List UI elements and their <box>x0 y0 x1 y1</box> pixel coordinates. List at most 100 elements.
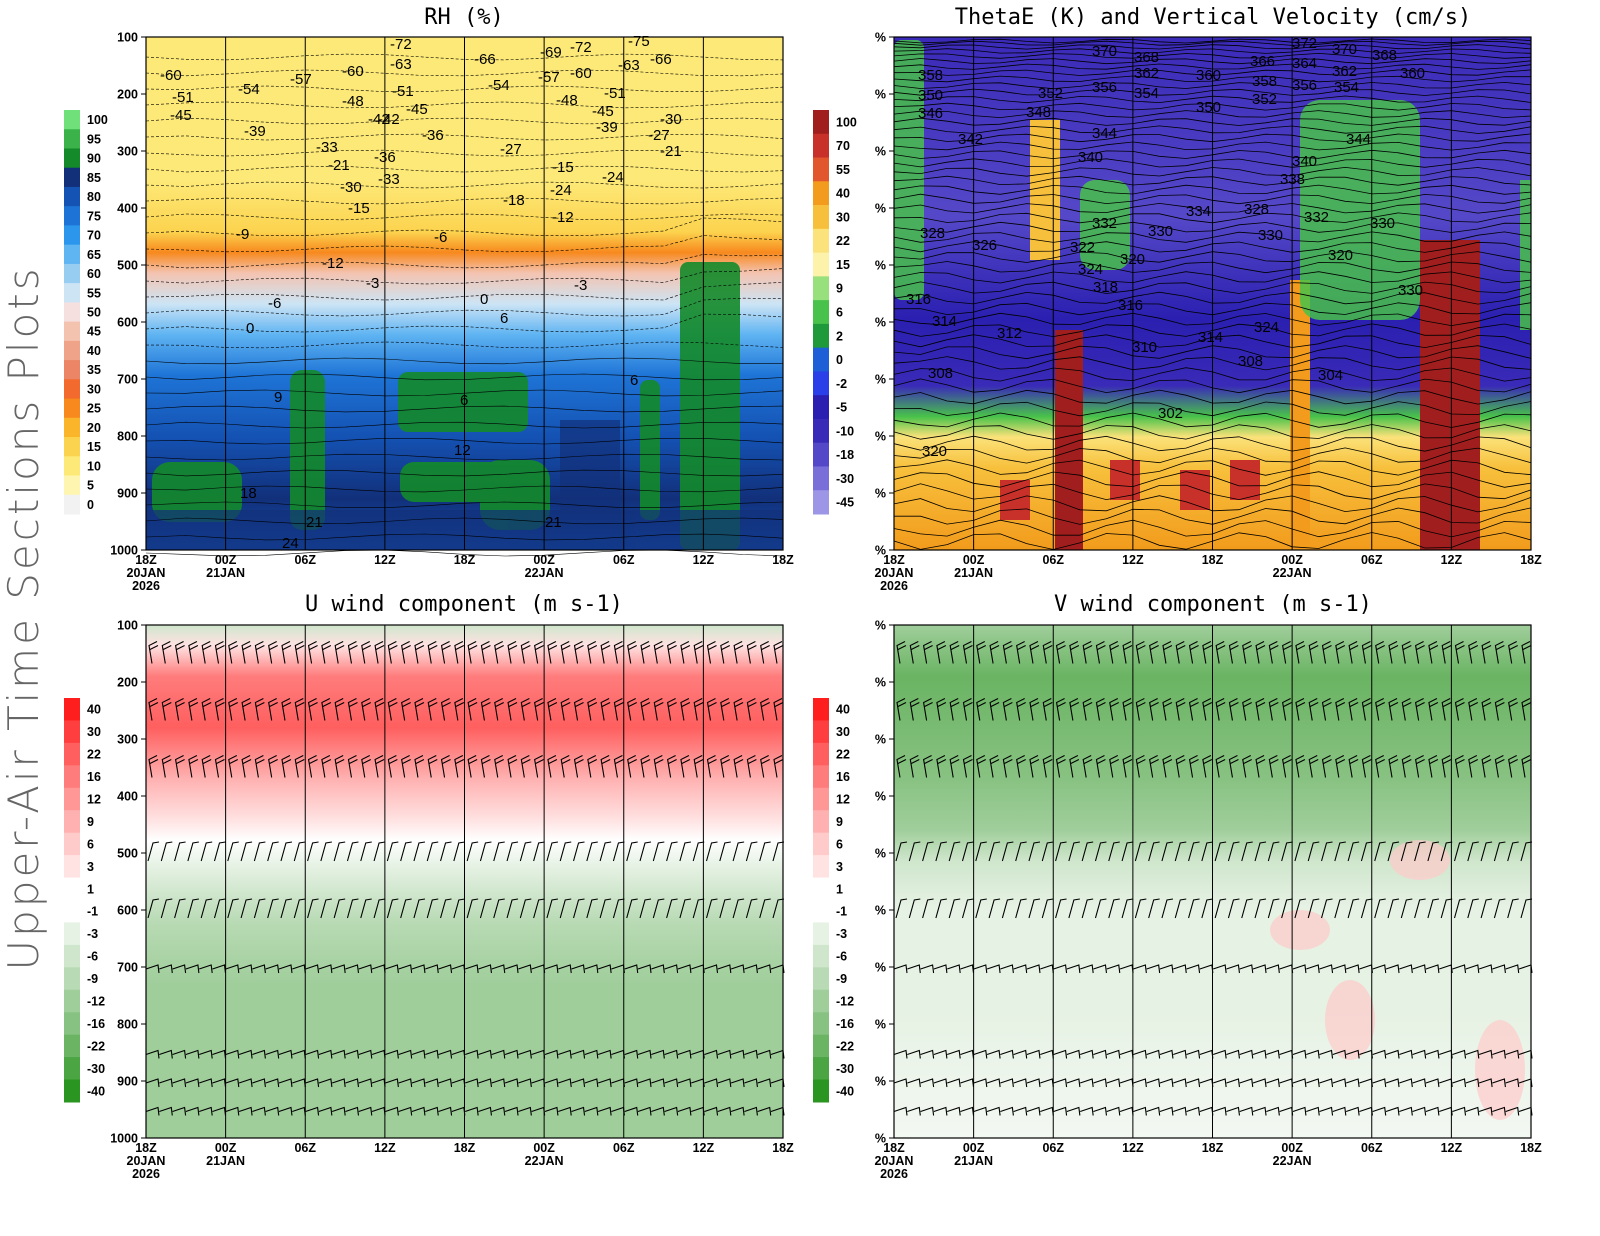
x-date-label: 20JAN <box>127 1154 166 1168</box>
colorbar-swatch <box>813 787 829 811</box>
x-date-label: 22JAN <box>1273 1154 1312 1168</box>
contour-label: 368 <box>1372 47 1397 64</box>
y-tick-label: 300 <box>117 145 138 159</box>
wind-barb <box>358 1078 373 1088</box>
colorbar-label: 15 <box>87 440 101 454</box>
wind-barb <box>757 1078 772 1088</box>
y-tick-label: 600 <box>117 316 138 330</box>
wind-barb <box>909 755 920 778</box>
wind-barb <box>534 755 544 778</box>
wind-barb <box>920 1049 935 1059</box>
wind-barb <box>294 641 305 664</box>
wind-barb <box>1000 1049 1014 1059</box>
contour-label: -21 <box>660 143 682 160</box>
wind-barb <box>1508 698 1518 721</box>
y-tick-label: 100 <box>117 619 138 633</box>
wind-barb <box>1053 1049 1068 1059</box>
wind-barb <box>172 1049 187 1059</box>
x-tick-label: 06Z <box>1042 1141 1064 1155</box>
wind-barb <box>1428 641 1439 664</box>
wind-barb <box>1016 641 1026 664</box>
colorbar-label: 2 <box>836 329 843 343</box>
wind-barb <box>961 841 974 862</box>
wind-barb <box>265 1106 280 1116</box>
wind-barb <box>895 898 908 919</box>
contour-label: -39 <box>596 119 618 136</box>
wind-barb <box>986 1106 1001 1116</box>
v-colorbar: 40 30 22 16 12 9 6 3 1 -1 -3 -6 -9 -12 -16 -22 -30 -40 <box>813 698 854 1103</box>
wind-barb <box>560 641 571 664</box>
wind-barb <box>637 1106 652 1116</box>
wind-barb <box>1108 898 1120 919</box>
wind-barb <box>1121 841 1134 862</box>
contour-label: -3 <box>574 277 587 294</box>
x-date-label: 22JAN <box>1273 566 1312 580</box>
rh-time-gridlines <box>225 37 704 550</box>
wind-barb <box>1093 964 1108 974</box>
colorbar-swatch <box>64 810 80 834</box>
wind-barb <box>1053 1106 1068 1116</box>
wind-barb <box>1082 755 1093 778</box>
wind-barb <box>241 641 252 664</box>
wind-barb <box>1135 698 1146 721</box>
wind-barb <box>1319 1078 1334 1088</box>
colorbar-swatch <box>813 922 829 946</box>
wind-barb <box>373 841 386 862</box>
wind-barb <box>1226 1106 1240 1116</box>
colorbar-swatch <box>813 466 829 491</box>
wind-barb <box>1520 841 1533 862</box>
contour-label: -72 <box>390 36 412 53</box>
y-tick-label: % <box>875 1132 886 1146</box>
wind-barb <box>1375 755 1385 778</box>
wind-barb <box>331 964 346 974</box>
contour-label: -33 <box>316 139 338 156</box>
u-wind-barbs <box>145 641 785 1116</box>
y-tick-label: % <box>875 202 886 216</box>
wind-barb <box>558 1078 572 1088</box>
wind-barb <box>200 898 213 919</box>
wind-barb <box>1173 1049 1187 1059</box>
wind-barb <box>720 641 731 664</box>
colorbar-swatch <box>64 417 80 438</box>
wind-barb <box>254 755 265 778</box>
wind-barb <box>1335 698 1346 721</box>
colorbar-label: -6 <box>836 950 847 964</box>
wind-barb <box>479 841 492 862</box>
thetae-colorbar: 100 70 55 40 30 22 15 9 6 2 0 -2 -5 -10 -18 -30 -45 <box>813 110 857 515</box>
wind-barb <box>1173 1106 1187 1116</box>
wind-barb <box>464 964 479 974</box>
y-tick-label: 400 <box>117 790 138 804</box>
y-tick-label: 600 <box>117 904 138 918</box>
wind-barb <box>1055 841 1067 862</box>
wind-barb <box>1214 841 1227 862</box>
contour-label: 342 <box>958 131 983 148</box>
colorbar-swatch <box>813 900 829 923</box>
wind-barb <box>1159 964 1174 974</box>
wind-barb <box>922 755 933 778</box>
contour-label: -21 <box>328 157 350 174</box>
contour-label: 0 <box>246 320 254 337</box>
colorbar-swatch <box>64 379 80 400</box>
wind-barb <box>627 698 637 721</box>
wind-barb <box>745 898 758 919</box>
wind-barb <box>730 964 745 974</box>
wind-barb <box>1252 1106 1267 1116</box>
colorbar-swatch <box>813 395 829 420</box>
wind-barb <box>1241 898 1253 919</box>
wind-barb <box>172 1078 187 1088</box>
colorbar-swatch <box>813 1057 829 1081</box>
wind-barb <box>401 755 411 778</box>
wind-barb <box>331 1049 346 1059</box>
wind-barb <box>494 698 504 721</box>
contour-label: -54 <box>488 77 510 94</box>
wind-barb <box>1069 698 1080 721</box>
wind-barb <box>1453 841 1466 862</box>
wind-barb <box>1468 698 1479 721</box>
wind-barb <box>1239 1078 1254 1088</box>
wind-barb <box>637 1078 652 1088</box>
wind-barb <box>504 1106 519 1116</box>
y-tick-label: % <box>875 961 886 975</box>
wind-barb <box>1094 898 1107 919</box>
wind-barb <box>454 698 465 721</box>
wind-barb <box>265 1078 280 1088</box>
